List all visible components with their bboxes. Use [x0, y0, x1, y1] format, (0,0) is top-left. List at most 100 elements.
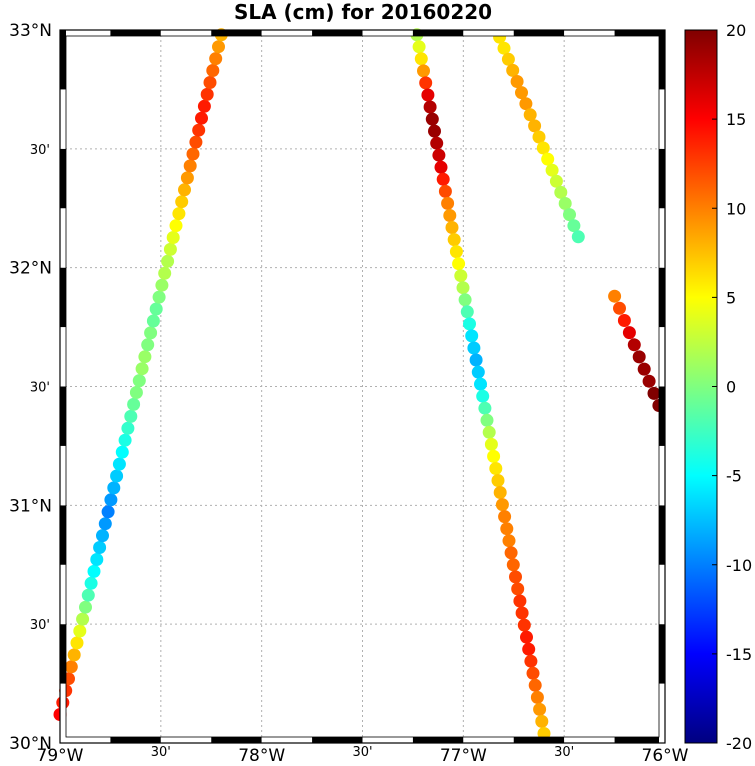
sla-point-track-2	[502, 534, 516, 548]
frame-segment-right	[659, 267, 665, 328]
frame-segment-right	[659, 148, 665, 209]
frame-segment-right	[659, 564, 665, 625]
sla-point-track-1	[76, 612, 90, 626]
sla-point-track-2	[480, 413, 494, 427]
sla-point-track-3	[497, 41, 511, 55]
sla-point-track-3	[515, 86, 528, 100]
sla-point-track-3	[510, 75, 524, 88]
sla-point-track-1	[186, 147, 200, 161]
sla-point-track-1	[183, 159, 197, 173]
sla-point-track-2	[474, 377, 487, 391]
sla-point-track-2	[524, 654, 538, 668]
sla-point-track-3	[501, 52, 515, 66]
sla-point-track-1	[197, 99, 211, 113]
sla-point-track-2	[469, 353, 483, 367]
frame-segment-top	[513, 30, 565, 36]
sla-point-track-4	[637, 362, 651, 376]
sla-point-track-2	[515, 606, 529, 620]
sla-point-track-2	[484, 437, 498, 451]
sla-point-track-3	[536, 141, 550, 155]
colorbar-tick-label: -5	[726, 467, 742, 486]
sla-point-track-2	[447, 233, 461, 247]
sla-point-track-1	[87, 564, 101, 578]
sla-point-track-2	[425, 112, 439, 126]
frame-segment-bottom	[60, 737, 111, 743]
frame-segment-left	[60, 624, 66, 684]
sla-point-track-3	[567, 219, 581, 233]
frame-segment-left	[60, 564, 66, 625]
sla-point-track-3	[554, 185, 568, 199]
colorbar-tick-label: -20	[726, 734, 752, 753]
frame-segment-bottom	[564, 737, 615, 743]
sla-point-track-1	[180, 171, 194, 185]
sla-point-track-2	[513, 594, 527, 608]
sla-point-track-4	[647, 386, 661, 400]
sla-point-track-1	[209, 52, 223, 66]
sla-point-track-1	[70, 636, 84, 650]
sla-point-track-1	[149, 302, 163, 316]
frame-segment-left	[60, 89, 66, 149]
sla-point-track-1	[81, 588, 95, 602]
sla-point-track-2	[449, 245, 463, 259]
sla-point-track-2	[511, 582, 525, 596]
sla-point-track-2	[495, 498, 509, 512]
sla-point-track-1	[138, 350, 152, 364]
sla-point-track-4	[617, 314, 631, 327]
frame-segment-top	[614, 30, 665, 36]
sla-point-track-1	[67, 648, 81, 662]
sla-point-track-1	[169, 219, 183, 233]
sla-point-track-2	[414, 52, 428, 66]
sla-point-track-2	[443, 209, 457, 222]
frame-segment-right	[659, 624, 665, 684]
sla-point-track-2	[456, 281, 470, 295]
frame-segment-left	[60, 683, 66, 743]
sla-point-track-1	[118, 433, 132, 447]
frame-segment-bottom	[110, 737, 161, 743]
sla-point-track-2	[504, 546, 518, 560]
sla-point-track-2	[471, 365, 485, 379]
sla-point-track-2	[530, 690, 544, 704]
sla-point-track-2	[487, 449, 501, 463]
colorbar	[684, 29, 718, 744]
frame-outline	[59, 29, 666, 744]
sla-point-track-1	[203, 76, 217, 89]
frame-segment-top	[211, 30, 262, 36]
sla-point-track-2	[482, 425, 496, 439]
colorbar-ticks: 20 15 10 5 0 -5 -10 -15 -20	[712, 21, 752, 753]
sla-point-track-1	[200, 87, 214, 101]
sla-point-track-2	[432, 148, 446, 162]
frame-segment-top	[110, 30, 161, 36]
frame-segment-top	[362, 30, 413, 36]
sla-point-track-1	[212, 40, 225, 54]
sla-point-track-3	[528, 119, 542, 133]
frame-segment-left	[60, 267, 66, 328]
frame-segment-right	[659, 683, 665, 743]
y-tick-label-minor: 30'	[30, 381, 50, 396]
frame-segment-top	[312, 30, 363, 36]
sla-point-track-2	[509, 570, 522, 584]
frame-segment-right	[659, 505, 665, 565]
sla-point-track-2	[441, 196, 455, 210]
sla-point-track-1	[163, 242, 177, 256]
axis-ticks: 79°W 78°W 77°W 76°W 30' 30' 30' 30°N 31°N 32°N 33°…	[9, 21, 689, 766]
frame-segment-left	[60, 386, 66, 446]
sla-point-track-3	[571, 230, 585, 244]
sla-point-track-1	[127, 397, 141, 411]
frame-segment-bottom	[412, 737, 464, 743]
frame-segment-left	[60, 208, 66, 268]
sla-point-track-1	[79, 600, 92, 614]
sla-point-track-3	[532, 130, 546, 144]
sla-point-track-2	[500, 522, 514, 536]
sla-point-track-1	[135, 362, 149, 376]
frame-segment-right	[659, 30, 665, 90]
colorbar-tick-label: -10	[726, 556, 752, 575]
sla-point-track-1	[90, 553, 104, 566]
sla-point-track-1	[152, 290, 166, 304]
sla-point-track-2	[445, 221, 459, 234]
y-tick-label: 30°N	[9, 734, 52, 754]
sla-point-track-1	[129, 386, 143, 399]
frame-segment-bottom	[513, 737, 565, 743]
colorbar-tick-label: 10	[726, 199, 746, 218]
frame-segment-left	[60, 445, 66, 506]
